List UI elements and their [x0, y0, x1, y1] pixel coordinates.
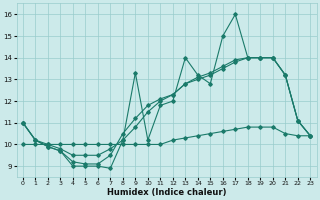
X-axis label: Humidex (Indice chaleur): Humidex (Indice chaleur): [107, 188, 226, 197]
